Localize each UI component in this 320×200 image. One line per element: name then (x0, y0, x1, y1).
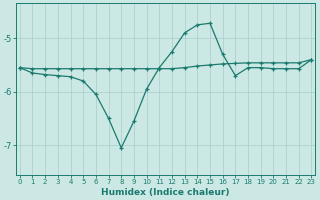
X-axis label: Humidex (Indice chaleur): Humidex (Indice chaleur) (101, 188, 230, 197)
